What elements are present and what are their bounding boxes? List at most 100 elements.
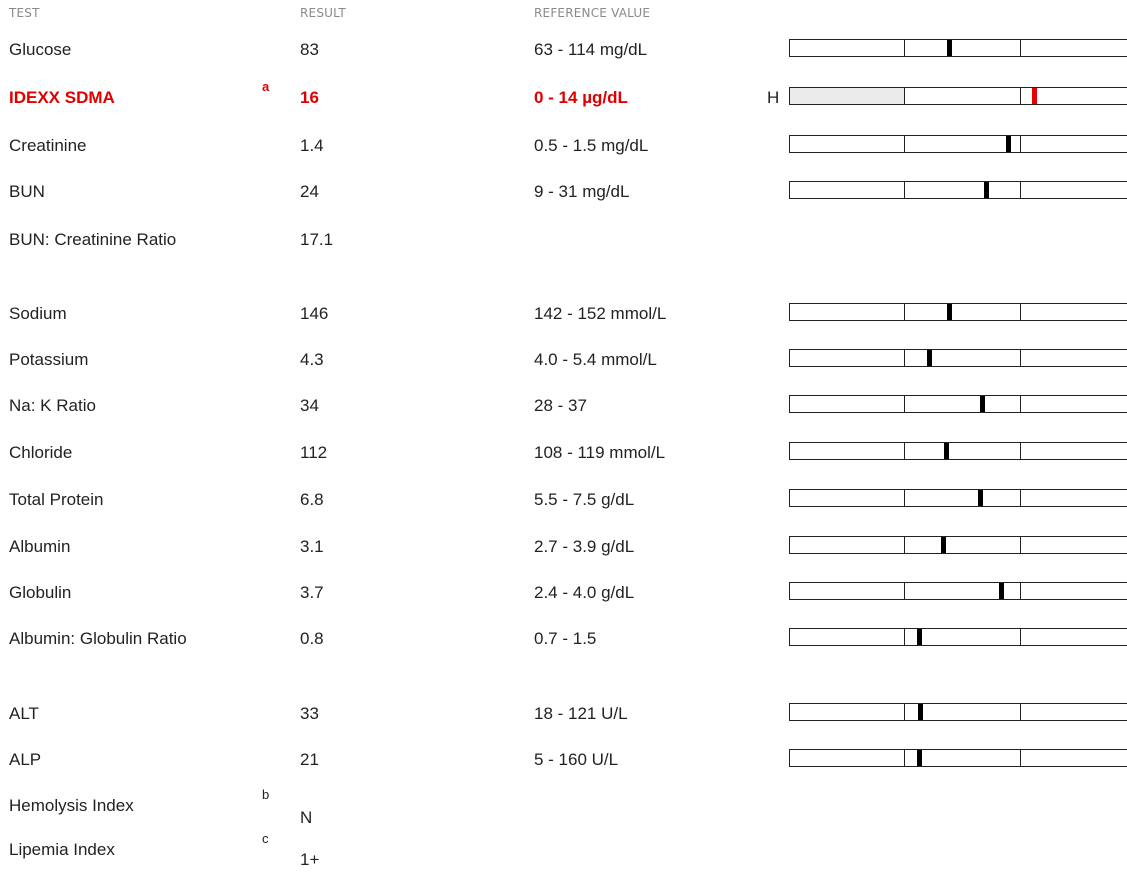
range-gauge [789,39,1127,57]
range-gauge [789,303,1127,321]
gauge-lower-limit-line [904,537,905,553]
gauge-lower-limit-line [904,704,905,720]
table-row: Lipemia Index c 1+ [0,831,1127,878]
result-value: 0.8 [300,629,324,648]
range-gauge [789,395,1127,413]
gauge-upper-limit-line [1020,350,1021,366]
result-value: 1.4 [300,136,324,155]
table-row: IDEXX SDMA a 16 0 - 14 µg/dL H [0,79,1127,126]
result-value: 6.8 [300,490,324,509]
reference-value: 28 - 37 [534,396,587,415]
table-row: Globulin 3.7 2.4 - 4.0 g/dL [0,581,1127,621]
test-name: Total Protein [9,490,104,509]
table-row: Potassium 4.3 4.0 - 5.4 mmol/L [0,348,1127,388]
test-name: BUN: Creatinine Ratio [9,230,177,249]
test-name: ALP [9,750,42,769]
gauge-lower-limit-line [904,88,905,104]
test-name: Globulin [9,583,72,602]
gauge-marker [927,350,932,366]
gauge-marker [917,629,922,645]
gauge-lower-limit-line [904,304,905,320]
result-value: 3.7 [300,583,324,602]
test-name: Glucose [9,40,72,59]
result-value: 112 [300,443,328,462]
range-gauge [789,536,1127,554]
range-gauge [789,87,1127,105]
gauge-lower-limit-line [904,136,905,152]
footnote-marker: c [262,831,269,846]
table-row: Sodium 146 142 - 152 mmol/L [0,302,1127,342]
test-name: Sodium [9,304,67,323]
gauge-marker [918,704,923,720]
gauge-upper-limit-line [1020,443,1021,459]
reference-value: 63 - 114 mg/dL [534,40,648,59]
test-name: Chloride [9,443,73,462]
header-result: RESULT [300,6,346,20]
gauge-upper-limit-line [1020,629,1021,645]
gauge-marker [947,304,952,320]
gauge-upper-limit-line [1020,490,1021,506]
result-value: 83 [300,40,319,59]
gauge-low-shade [790,88,905,104]
gauge-marker [944,443,949,459]
reference-value: 5 - 160 U/L [534,750,619,769]
high-flag: H [767,88,780,107]
footnote-marker: b [262,787,270,802]
gauge-marker [1006,136,1011,152]
table-row: ALP 21 5 - 160 U/L [0,748,1127,788]
header-reference: REFERENCE VALUE [534,6,651,20]
gauge-upper-limit-line [1020,88,1021,104]
gauge-marker [980,396,985,412]
test-name: BUN [9,182,45,201]
range-gauge [789,749,1127,767]
result-value: 33 [300,704,319,723]
result-value: 17.1 [300,230,334,249]
range-gauge [789,135,1127,153]
reference-value: 4.0 - 5.4 mmol/L [534,350,657,369]
gauge-lower-limit-line [904,443,905,459]
table-row: Hemolysis Index b N [0,787,1127,834]
result-value: 146 [300,304,329,323]
gauge-upper-limit-line [1020,182,1021,198]
gauge-marker [917,750,922,766]
gauge-lower-limit-line [904,350,905,366]
reference-value: 0.5 - 1.5 mg/dL [534,136,649,155]
table-row: Albumin: Globulin Ratio 0.8 0.7 - 1.5 [0,627,1127,667]
gauge-upper-limit-line [1020,537,1021,553]
result-value: N [300,808,313,827]
gauge-lower-limit-line [904,396,905,412]
gauge-marker [978,490,983,506]
table-row: Creatinine 1.4 0.5 - 1.5 mg/dL [0,134,1127,174]
result-value: 24 [300,182,319,201]
reference-value: 5.5 - 7.5 g/dL [534,490,635,509]
test-name: Lipemia Index [9,840,115,859]
result-value: 4.3 [300,350,324,369]
range-gauge [789,582,1127,600]
header-test: TEST [9,6,40,20]
gauge-marker [984,182,989,198]
gauge-upper-limit-line [1020,704,1021,720]
reference-value: 108 - 119 mmol/L [534,443,666,462]
table-row: BUN 24 9 - 31 mg/dL [0,180,1127,220]
range-gauge [789,628,1127,646]
range-gauge [789,489,1127,507]
gauge-upper-limit-line [1020,304,1021,320]
gauge-upper-limit-line [1020,136,1021,152]
result-value: 1+ [300,850,320,869]
reference-value: 2.7 - 3.9 g/dL [534,537,635,556]
table-row: Total Protein 6.8 5.5 - 7.5 g/dL [0,488,1127,528]
reference-value: 18 - 121 U/L [534,704,628,723]
test-name: ALT [9,704,39,723]
test-name: Albumin: Globulin Ratio [9,629,187,648]
reference-value: 142 - 152 mmol/L [534,304,667,323]
table-row: Chloride 112 108 - 119 mmol/L [0,441,1127,481]
gauge-upper-limit-line [1020,583,1021,599]
gauge-marker [947,40,952,56]
reference-value: 0 - 14 µg/dL [534,88,628,107]
gauge-lower-limit-line [904,182,905,198]
test-name: Hemolysis Index [9,796,134,815]
result-value: 3.1 [300,537,324,556]
result-value: 21 [300,750,319,769]
table-row: Albumin 3.1 2.7 - 3.9 g/dL [0,535,1127,575]
gauge-marker [1032,88,1037,104]
